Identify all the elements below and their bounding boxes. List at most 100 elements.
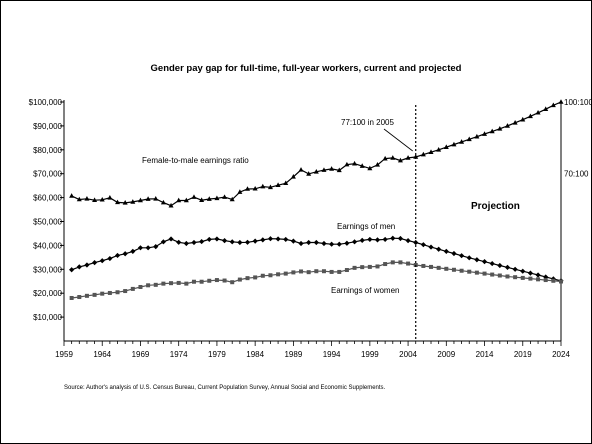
women-point [375, 264, 380, 269]
ratio-point [153, 195, 159, 201]
men-point [122, 251, 128, 257]
ratio-point [214, 195, 220, 201]
ratio-point [260, 183, 266, 189]
women-point [329, 269, 334, 274]
secondary-axis-labels: 100:100 70:100 [564, 98, 591, 179]
callout-label: 77:100 in 2005 [341, 118, 394, 127]
women-point [490, 272, 495, 277]
ratio-point [298, 167, 304, 172]
women-point [559, 279, 563, 284]
men-point [336, 241, 342, 247]
y-tick-label: $50,000 [33, 218, 62, 227]
women-point [169, 281, 174, 286]
men-point [206, 236, 212, 243]
women-point [520, 275, 525, 280]
women-point [207, 278, 212, 283]
men-point [512, 266, 518, 272]
men-point [481, 259, 488, 265]
men-point [374, 237, 381, 243]
men-point [405, 238, 411, 244]
women-point [146, 283, 151, 288]
y-tick-label: $100,000 [29, 98, 63, 107]
women-point [69, 295, 74, 300]
men-point [267, 236, 274, 242]
women-point [191, 279, 196, 284]
x-tick-label: 1979 [208, 350, 226, 359]
women-point [230, 280, 235, 285]
women-point [421, 263, 426, 268]
women-point [474, 270, 479, 275]
x-tick-label: 1969 [132, 350, 150, 359]
men-point [344, 240, 350, 246]
men-point [367, 236, 373, 243]
ratio-point [527, 113, 533, 119]
ratio-point [145, 196, 151, 201]
men-point [130, 248, 136, 254]
ratio-point [359, 163, 365, 168]
women-point [199, 279, 204, 284]
ratio-point [237, 189, 243, 194]
women-point [184, 281, 189, 286]
ratio-point [413, 154, 419, 159]
x-tick-label: 1974 [170, 350, 188, 359]
ratio-point [474, 133, 480, 139]
men-point [397, 235, 404, 242]
men-point [153, 243, 159, 250]
ratio-point [69, 193, 75, 198]
men-point [290, 238, 296, 244]
x-tick-labels: 1959 1964 1969 1974 1979 1984 1989 1994 1999 2004… [55, 350, 570, 359]
men-point [107, 255, 113, 262]
women-point [398, 260, 403, 265]
x-tick-label: 1959 [55, 350, 73, 359]
men-point [504, 264, 511, 270]
ratio-point [283, 180, 289, 186]
women-point [360, 265, 365, 270]
women-point [390, 260, 395, 265]
women-point [513, 275, 518, 280]
x-tick-label: 2004 [399, 350, 417, 359]
ratio-point [313, 168, 319, 174]
ratio-point [367, 165, 373, 171]
men-point [214, 236, 220, 242]
y-tick-label: $20,000 [33, 289, 62, 298]
men-point [520, 268, 526, 274]
women-point [451, 267, 456, 272]
women-point [528, 276, 533, 281]
ratio-point [191, 194, 197, 199]
women-point [153, 282, 158, 287]
ratio-point [443, 144, 449, 149]
women-point [92, 292, 97, 297]
ratio-series-label: Female-to-male earnings ratio [142, 156, 249, 165]
women-point [482, 271, 487, 276]
men-point [183, 240, 189, 247]
ratio-point [76, 196, 82, 202]
men-point [84, 262, 90, 268]
women-point [84, 293, 89, 298]
x-tick-label: 1964 [93, 350, 111, 359]
series-line-2 [71, 261, 562, 299]
ratio-point [482, 131, 488, 136]
ratio-point [206, 196, 212, 201]
men-point [160, 239, 166, 245]
men-point [451, 250, 457, 257]
women-point [467, 269, 472, 274]
ratio-point [535, 109, 541, 115]
men-point [497, 262, 503, 269]
men-point [466, 255, 472, 261]
men-point [168, 236, 174, 242]
women-point [176, 280, 181, 285]
men-point [237, 239, 243, 246]
ratio-point [558, 99, 564, 104]
ratio-point [222, 194, 228, 199]
ratio-point [168, 202, 174, 208]
men-point [428, 244, 434, 250]
women-point [344, 268, 349, 273]
ratio-point [374, 162, 380, 167]
women-point [291, 270, 296, 275]
women-point [237, 277, 242, 282]
x-tick-label: 2024 [552, 350, 570, 359]
ratio-point [84, 195, 90, 201]
ratio-point [428, 149, 434, 154]
women-point [77, 295, 82, 300]
women-point [337, 269, 342, 274]
